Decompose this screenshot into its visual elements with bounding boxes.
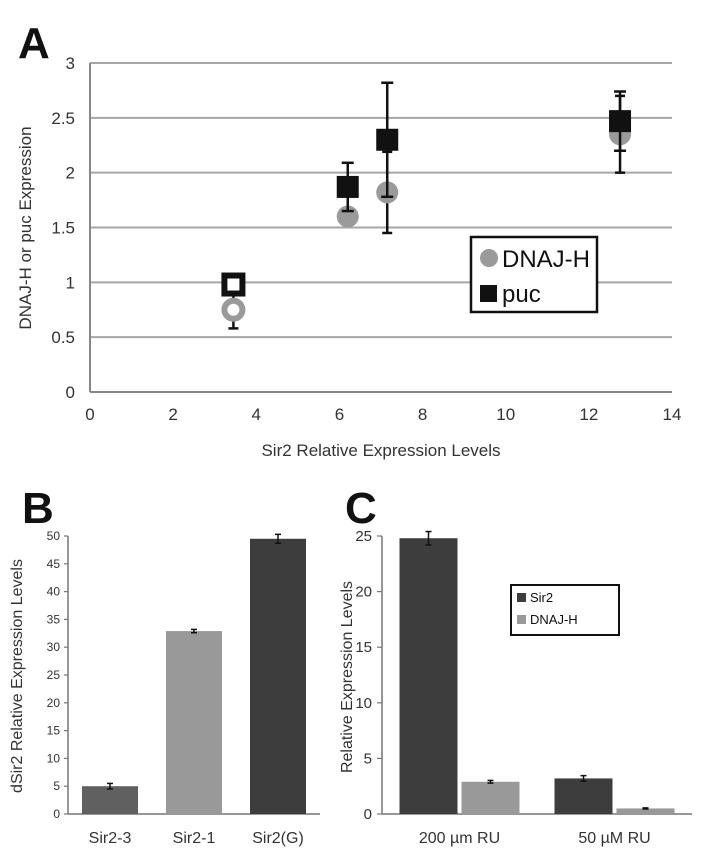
a-x-tick-1: 2: [168, 405, 177, 424]
b-bars: [82, 533, 306, 814]
panel-label-b: B: [22, 484, 54, 533]
a-y-tick-2: 1: [66, 273, 75, 292]
a-puc-point-0: [221, 272, 246, 297]
a-puc-point-3: [609, 110, 632, 133]
panel-label-a: A: [18, 19, 50, 68]
a-y-tick-6: 3: [66, 54, 75, 73]
b-bar-0: [82, 786, 138, 814]
a-dnajh-point-0: [221, 297, 246, 322]
a-x-tick-3: 6: [335, 405, 344, 424]
b-category-label-2: Sir2(G): [252, 830, 304, 847]
c-y-tick-0: 0: [364, 806, 372, 823]
a-puc-point-1: [336, 175, 359, 198]
panel-a: A 0 0.5 1 1.5 2 2.5 3 0 2 4 6 8 10 12 14 Sir2 Relativ…: [16, 19, 681, 460]
a-legend-marker-puc: [480, 285, 497, 302]
b-y-tick-8: 40: [47, 585, 61, 599]
c-bar-dnaj-h-1: [616, 808, 675, 814]
c-legend-label-sir2: Sir2: [530, 590, 553, 605]
b-y-axis-label: dSir2 Relative Expression Levels: [9, 559, 26, 793]
c-y-tick-3: 15: [355, 639, 372, 656]
a-legend-label-dnajh: DNAJ-H: [502, 246, 590, 273]
c-y-axis-label: Relative Expression Levels: [339, 581, 356, 773]
b-y-tick-0: 0: [53, 807, 60, 821]
a-x-tick-5: 10: [496, 405, 515, 424]
a-x-tick-6: 12: [579, 405, 598, 424]
a-y-tick-1: 0.5: [51, 328, 75, 347]
panel-b: B 0 5 10 15 20 25 30 35 40 45 50 Sir2-3 Sir2-1 Sir2(…: [9, 484, 320, 847]
c-y-tick-5: 25: [355, 528, 372, 545]
c-y-tick-labels: 0 5 10 15 20 25: [355, 528, 372, 823]
b-y-tick-labels: 0 5 10 15 20 25 30 35 40 45 50: [47, 529, 61, 821]
a-legend-label-puc: puc: [502, 281, 541, 308]
a-y-tick-0: 0: [66, 383, 75, 402]
c-category-label-0: 200 µm RU: [419, 830, 500, 847]
a-legend-marker-dnajh: [480, 249, 498, 267]
a-y-tick-3: 1.5: [51, 219, 75, 238]
a-y-tick-4: 2: [66, 164, 75, 183]
b-y-tick-4: 20: [47, 696, 61, 710]
b-y-tick-9: 45: [47, 557, 61, 571]
a-x-tick-labels: 0 2 4 6 8 10 12 14: [85, 405, 681, 424]
b-y-tick-7: 35: [47, 612, 61, 626]
a-legend: DNAJ-H puc: [469, 235, 599, 314]
b-y-tick-1: 5: [53, 779, 60, 793]
c-y-tick-1: 5: [364, 750, 372, 767]
a-x-tick-4: 8: [418, 405, 427, 424]
b-bar-1: [166, 631, 222, 814]
c-category-label-1: 50 µM RU: [578, 830, 650, 847]
b-y-tick-6: 30: [47, 640, 61, 654]
b-y-tick-2: 10: [47, 751, 61, 765]
b-bar-2: [250, 538, 306, 814]
a-gridlines: [89, 62, 672, 393]
c-legend-marker-dnajh: [517, 615, 526, 624]
c-y-tick-2: 10: [355, 695, 372, 712]
b-y-tick-3: 15: [47, 724, 61, 738]
a-y-tick-5: 2.5: [51, 109, 75, 128]
c-legend-box: [510, 584, 620, 636]
b-y-tick-10: 50: [47, 529, 61, 543]
a-x-tick-2: 4: [252, 405, 261, 424]
a-x-tick-7: 14: [663, 405, 682, 424]
c-bar-sir2-1: [554, 778, 613, 814]
c-legend-label-dnajh: DNAJ-H: [530, 612, 578, 627]
c-y-tick-4: 20: [355, 584, 372, 601]
a-puc-point-2: [376, 128, 399, 151]
c-legend: Sir2 DNAJ-H: [510, 584, 620, 636]
a-x-tick-0: 0: [85, 405, 94, 424]
b-category-label-0: Sir2-3: [89, 830, 132, 847]
panel-c: C 0 5 10 15 20 25 200 µm RU 50 µM RU Relative …: [339, 484, 692, 847]
a-y-axis-label: DNAJ-H or puc Expression: [16, 126, 35, 329]
a-y-tick-labels: 0 0.5 1 1.5 2 2.5 3: [51, 54, 75, 402]
b-category-label-1: Sir2-1: [173, 830, 216, 847]
a-x-axis-label: Sir2 Relative Expression Levels: [261, 441, 500, 460]
c-bars: [399, 530, 675, 814]
b-category-labels: Sir2-3 Sir2-1 Sir2(G): [89, 830, 304, 847]
c-category-labels: 200 µm RU 50 µM RU: [419, 830, 651, 847]
b-y-tick-5: 25: [47, 668, 61, 682]
c-bar-dnaj-h-0: [461, 781, 520, 814]
c-bar-sir2-0: [399, 538, 458, 814]
c-legend-marker-sir2: [517, 593, 526, 602]
panel-label-c: C: [345, 484, 377, 533]
a-data-points: [221, 81, 632, 330]
